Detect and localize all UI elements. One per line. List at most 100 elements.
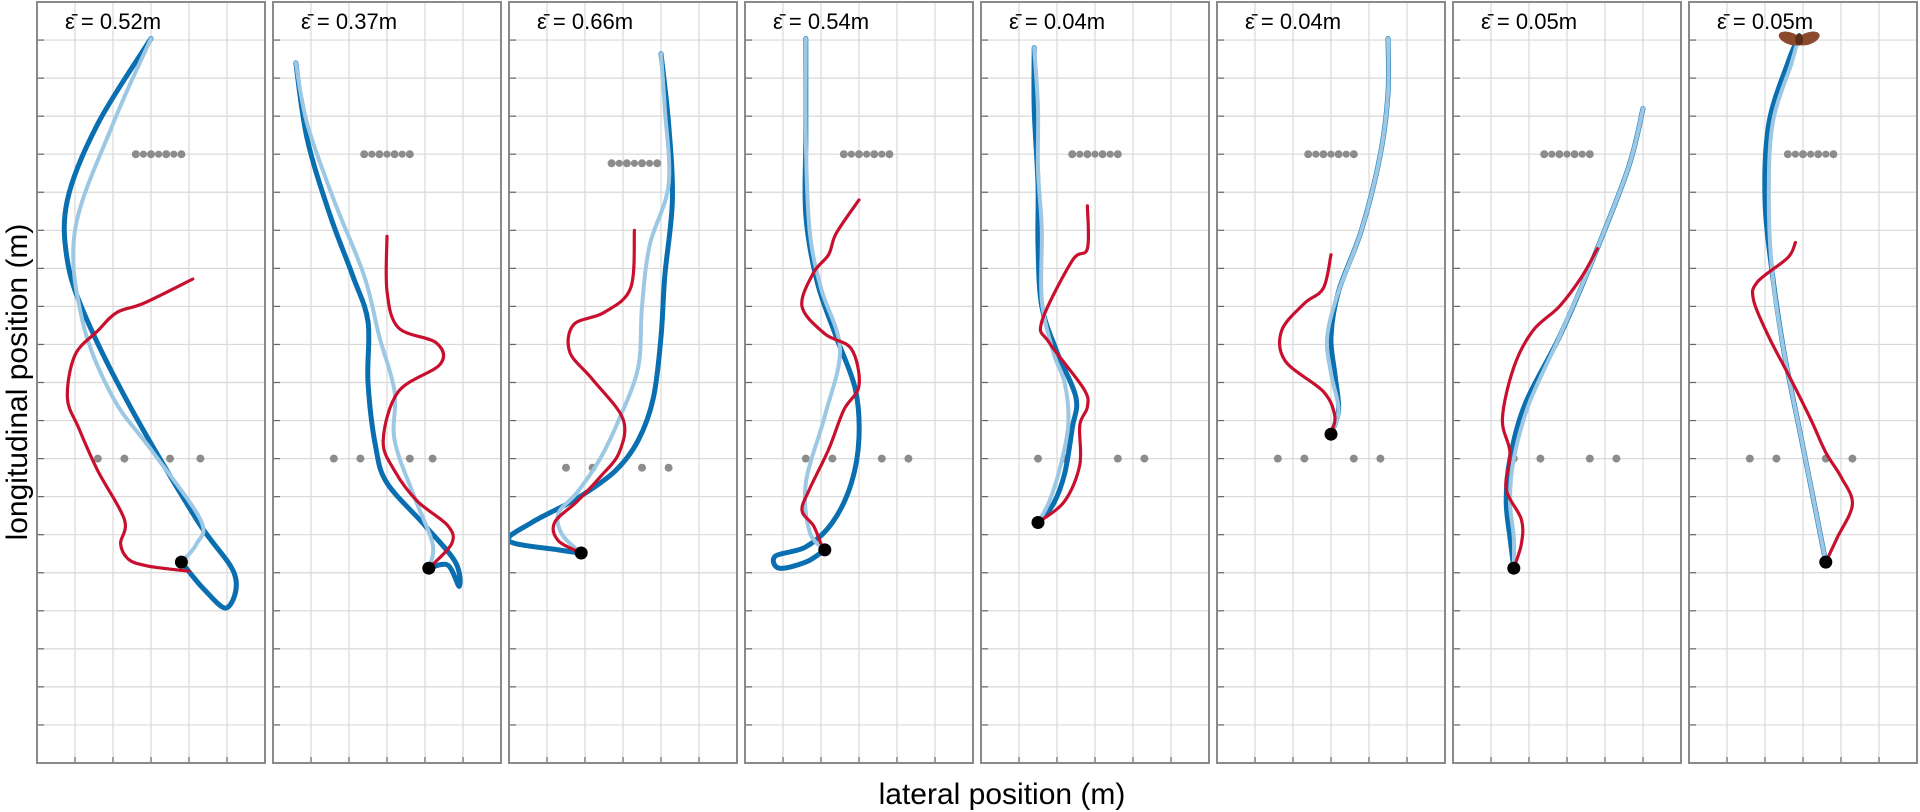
marker-dot: [847, 150, 856, 158]
panel-frame: [1688, 1, 1918, 764]
marker-dot: [801, 454, 810, 463]
panel-label: ε̄ = 0.04m: [1009, 9, 1105, 34]
marker-dot: [840, 150, 848, 158]
panel-frame: [272, 1, 502, 764]
marker-dot: [1555, 150, 1563, 158]
marker-dot: [1814, 150, 1822, 158]
marker-dot: [1083, 150, 1091, 158]
marker-dot: [1540, 150, 1548, 158]
trajectory-light-blue: [555, 51, 672, 555]
marker-dot: [147, 150, 155, 158]
x-axis-label: lateral position (m): [879, 778, 1126, 811]
marker-dot: [1829, 150, 1837, 158]
marker-dot: [356, 454, 365, 463]
marker-dot: [1034, 454, 1042, 463]
marker-dot: [615, 159, 623, 167]
marker-dot: [1300, 454, 1309, 463]
panel-frame: [36, 1, 266, 764]
marker-dot: [638, 463, 646, 472]
grid: [509, 2, 737, 763]
marker-dot: [878, 150, 886, 158]
marker-dot: [1113, 454, 1122, 463]
marker-dot: [177, 150, 185, 158]
trajectory-light-blue: [1766, 33, 1828, 565]
bird-icon: [1778, 31, 1820, 46]
grid: [981, 2, 1209, 763]
marker-dot: [1536, 454, 1545, 463]
axis-ticks: [1217, 39, 1408, 763]
marker-dot: [1319, 150, 1327, 158]
marker-dot: [1312, 150, 1320, 158]
marker-dot: [653, 159, 661, 167]
marker-dot: [828, 454, 837, 463]
trajectory-red: [1750, 240, 1855, 564]
marker-dot: [1585, 454, 1594, 463]
trajectory-red: [1036, 204, 1091, 525]
trajectory-light-blue: [802, 36, 843, 552]
trajectory-dark-blue: [61, 36, 239, 611]
axis-ticks: [509, 39, 700, 763]
marker-dot: [120, 454, 129, 463]
marker-dot: [870, 150, 878, 158]
marker-dot: [1848, 454, 1857, 463]
start-point: [174, 555, 188, 569]
marker-dot: [664, 463, 673, 472]
trajectory-red: [1500, 247, 1599, 570]
trajectory-light-blue: [1508, 106, 1645, 571]
marker-dot: [406, 150, 414, 158]
start-point: [818, 543, 832, 557]
start-point: [1819, 555, 1833, 569]
trajectory-red: [65, 277, 195, 573]
trajectory-dark-blue: [293, 60, 463, 589]
marker-dot: [196, 454, 205, 463]
marker-dot: [383, 150, 391, 158]
axis-ticks: [981, 39, 1172, 763]
start-point: [1507, 561, 1521, 575]
marker-dot: [877, 454, 886, 463]
panel-label: ε̄ = 0.54m: [773, 9, 869, 34]
marker-dot: [1140, 454, 1149, 463]
trajectory-red: [800, 198, 861, 546]
axis-ticks: [1689, 39, 1880, 763]
trajectory-dark-blue: [770, 36, 862, 571]
marker-dot: [1304, 150, 1312, 158]
panel-frame: [980, 1, 1210, 764]
y-axis-label: longitudinal position (m): [1, 224, 34, 541]
marker-dot: [1772, 454, 1781, 463]
trajectory-light-blue: [1324, 36, 1391, 437]
marker-dot: [1745, 454, 1754, 463]
marker-dot: [646, 159, 654, 167]
panel-7: ε̄ = 0.05m: [1452, 1, 1682, 764]
axis-ticks: [1453, 39, 1644, 763]
marker-dot: [863, 150, 871, 158]
panel-frame: [1216, 1, 1446, 764]
marker-dot: [1784, 150, 1792, 158]
trajectory-red: [551, 228, 636, 555]
marker-dot: [132, 150, 140, 158]
marker-dot: [170, 150, 178, 158]
marker-dot: [162, 150, 170, 158]
start-point: [1324, 427, 1338, 441]
marker-dot: [1563, 150, 1571, 158]
marker-dot: [1799, 150, 1807, 158]
marker-dot: [1099, 150, 1107, 158]
marker-dot: [428, 454, 437, 463]
marker-dot: [329, 454, 338, 463]
marker-dot: [1091, 150, 1099, 158]
trajectory-dark-blue: [509, 51, 675, 556]
panel-5: ε̄ = 0.04m: [980, 1, 1210, 764]
marker-dot: [1068, 150, 1076, 158]
trajectory-light-blue: [1032, 45, 1071, 525]
trajectory-red: [1277, 253, 1337, 436]
panel-label: ε̄ = 0.05m: [1717, 9, 1813, 34]
marker-dot: [166, 454, 174, 463]
panel-label: ε̄ = 0.52m: [65, 9, 161, 34]
marker-dot: [1586, 150, 1594, 158]
marker-dot: [562, 463, 570, 472]
grid: [1217, 2, 1445, 763]
marker-dot: [1114, 150, 1122, 158]
marker-dot: [1376, 454, 1385, 463]
grid: [1453, 2, 1681, 763]
panel-frame: [744, 1, 974, 764]
